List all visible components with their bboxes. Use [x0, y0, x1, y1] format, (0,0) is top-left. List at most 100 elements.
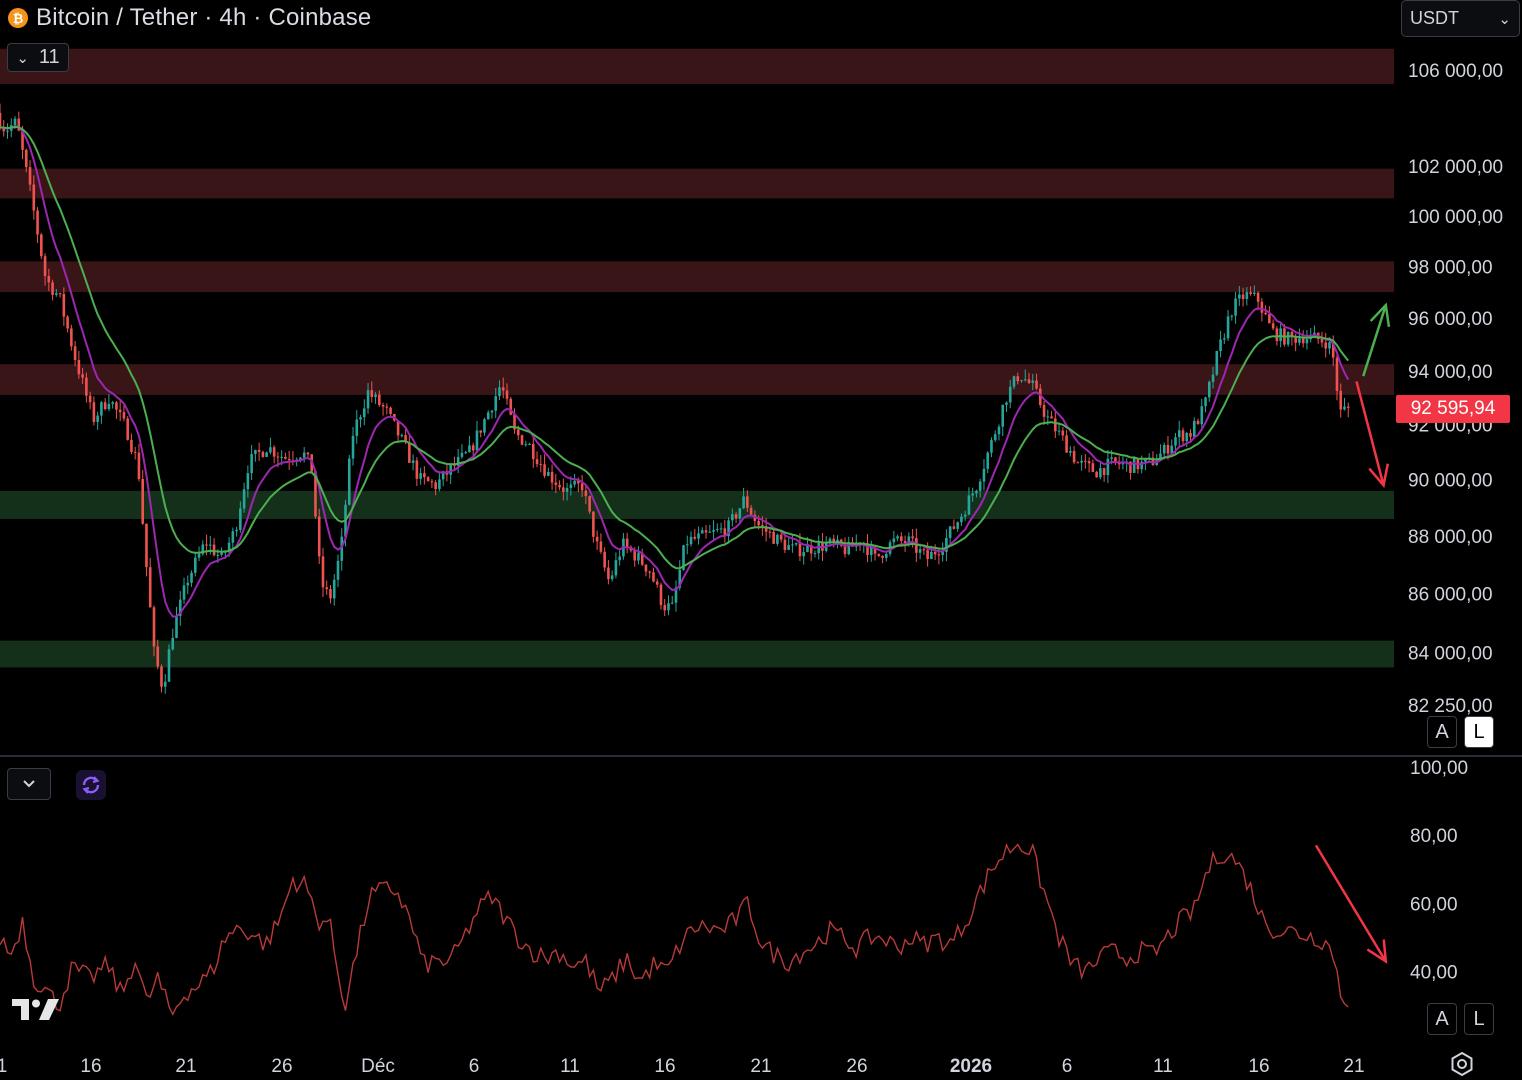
candle-body	[28, 167, 32, 185]
candle-body	[471, 445, 475, 451]
candle-body	[607, 567, 610, 580]
candle-body	[156, 646, 160, 667]
candle-body	[1046, 416, 1050, 418]
candle-body	[246, 473, 250, 490]
candle-body	[1275, 328, 1279, 341]
candle-body	[272, 447, 276, 457]
candle-body	[659, 584, 663, 606]
candle-body	[1008, 386, 1012, 403]
candle-body	[426, 477, 430, 482]
candle-body	[299, 457, 302, 460]
annotation-arrows	[1355, 302, 1391, 489]
candle-body	[340, 536, 344, 561]
candle-body	[1204, 397, 1207, 407]
rsi-line	[0, 842, 1349, 1016]
candle-body	[723, 528, 727, 537]
price-arrow-red	[1355, 381, 1385, 486]
candle-body	[77, 360, 81, 375]
candle-body	[1346, 406, 1350, 408]
candle-body	[460, 452, 464, 457]
price-arrow-green-head	[1369, 302, 1391, 328]
candle-body	[453, 464, 456, 466]
candle-body	[881, 555, 884, 558]
symbol-title-text: Bitcoin / Tether · 4h · Coinbase	[36, 4, 372, 31]
candle-body	[239, 508, 242, 530]
rsi-axis[interactable]: 100,00 80,00 60,00 40,00	[1410, 758, 1468, 984]
candle-body	[404, 435, 407, 443]
price-tick-label: 102 000,00	[1408, 157, 1503, 178]
currency-select[interactable]: USDT ⌄	[1401, 0, 1520, 37]
time-tick-label: 6	[1062, 1056, 1073, 1077]
sync-icon[interactable]	[76, 770, 106, 800]
indicator-count: 11	[38, 46, 60, 68]
candle-body	[776, 534, 779, 544]
candle-body	[381, 404, 385, 407]
rsi-log-scale-button[interactable]: L	[1464, 1003, 1494, 1035]
candle-body	[1215, 351, 1219, 375]
candle-body	[1249, 292, 1252, 294]
candle-body	[847, 542, 851, 555]
price-auto-scale-button[interactable]: A	[1427, 716, 1457, 748]
candle-body	[419, 473, 422, 479]
candle-body	[100, 402, 103, 416]
candle-body	[1177, 430, 1181, 438]
candle-body	[378, 394, 381, 405]
candle-body	[475, 430, 479, 451]
candle-body	[321, 556, 325, 588]
candle-body	[351, 435, 355, 459]
candle-body	[971, 493, 974, 496]
candle-body	[674, 587, 678, 603]
candle-body	[73, 346, 77, 361]
candle-body	[137, 452, 141, 480]
candle-body	[547, 472, 550, 476]
resistance-zone-2	[0, 261, 1394, 293]
candle-body	[1012, 376, 1016, 387]
rsi-auto-scale-button[interactable]: A	[1427, 1003, 1457, 1035]
candle-body	[231, 531, 235, 543]
candle-body	[509, 398, 513, 415]
candle-body	[1110, 457, 1113, 459]
candle-body	[145, 523, 148, 568]
rsi-arrow-red-head	[1366, 939, 1388, 964]
price-tick-label: 86 000,00	[1408, 585, 1493, 606]
candle-body	[753, 514, 757, 521]
candle-body	[66, 316, 69, 329]
candle-body	[941, 551, 944, 555]
symbol-title[interactable]: ₿ Bitcoin / Tether · 4h · Coinbase	[8, 4, 371, 32]
candle-body	[682, 545, 685, 570]
candle-body	[141, 479, 145, 524]
candle-body	[648, 571, 652, 573]
price-log-scale-button[interactable]: L	[1464, 716, 1494, 748]
candle-body	[716, 529, 719, 531]
candle-body	[885, 553, 888, 558]
candle-body	[501, 387, 505, 391]
candle-body	[1290, 332, 1294, 337]
candle-body	[975, 490, 978, 494]
candle-body	[1192, 420, 1196, 437]
candle-body	[171, 637, 175, 650]
candle-body	[806, 545, 809, 553]
candle-body	[1253, 292, 1256, 294]
rsi-collapse-button[interactable]	[7, 768, 51, 800]
candle-body	[1084, 460, 1087, 462]
candle-body	[618, 556, 621, 561]
time-axis[interactable]: 1 16 21 26 Déc 6 11 16 21 26 2026 6 11 16 21	[0, 1056, 1365, 1077]
candle-body	[918, 549, 922, 553]
candle-body	[554, 482, 558, 485]
candle-body	[599, 541, 603, 552]
price-axis[interactable]: 106 000,00 102 000,00 100 000,00 98 000,00 9…	[1408, 61, 1503, 717]
candle-body	[287, 458, 291, 461]
candle-body	[212, 544, 216, 556]
indicators-collapse-button[interactable]: ⌄ 11	[7, 43, 69, 72]
candle-body	[731, 514, 734, 521]
candle-body	[464, 452, 467, 454]
candle-body	[276, 456, 280, 458]
candle-body	[438, 479, 441, 490]
settings-gear-icon[interactable]	[1448, 1050, 1476, 1078]
candle-body	[704, 530, 708, 533]
candle-body	[317, 516, 321, 557]
candle-body	[813, 553, 817, 555]
candle-body	[734, 514, 738, 519]
candle-body	[1061, 430, 1065, 436]
